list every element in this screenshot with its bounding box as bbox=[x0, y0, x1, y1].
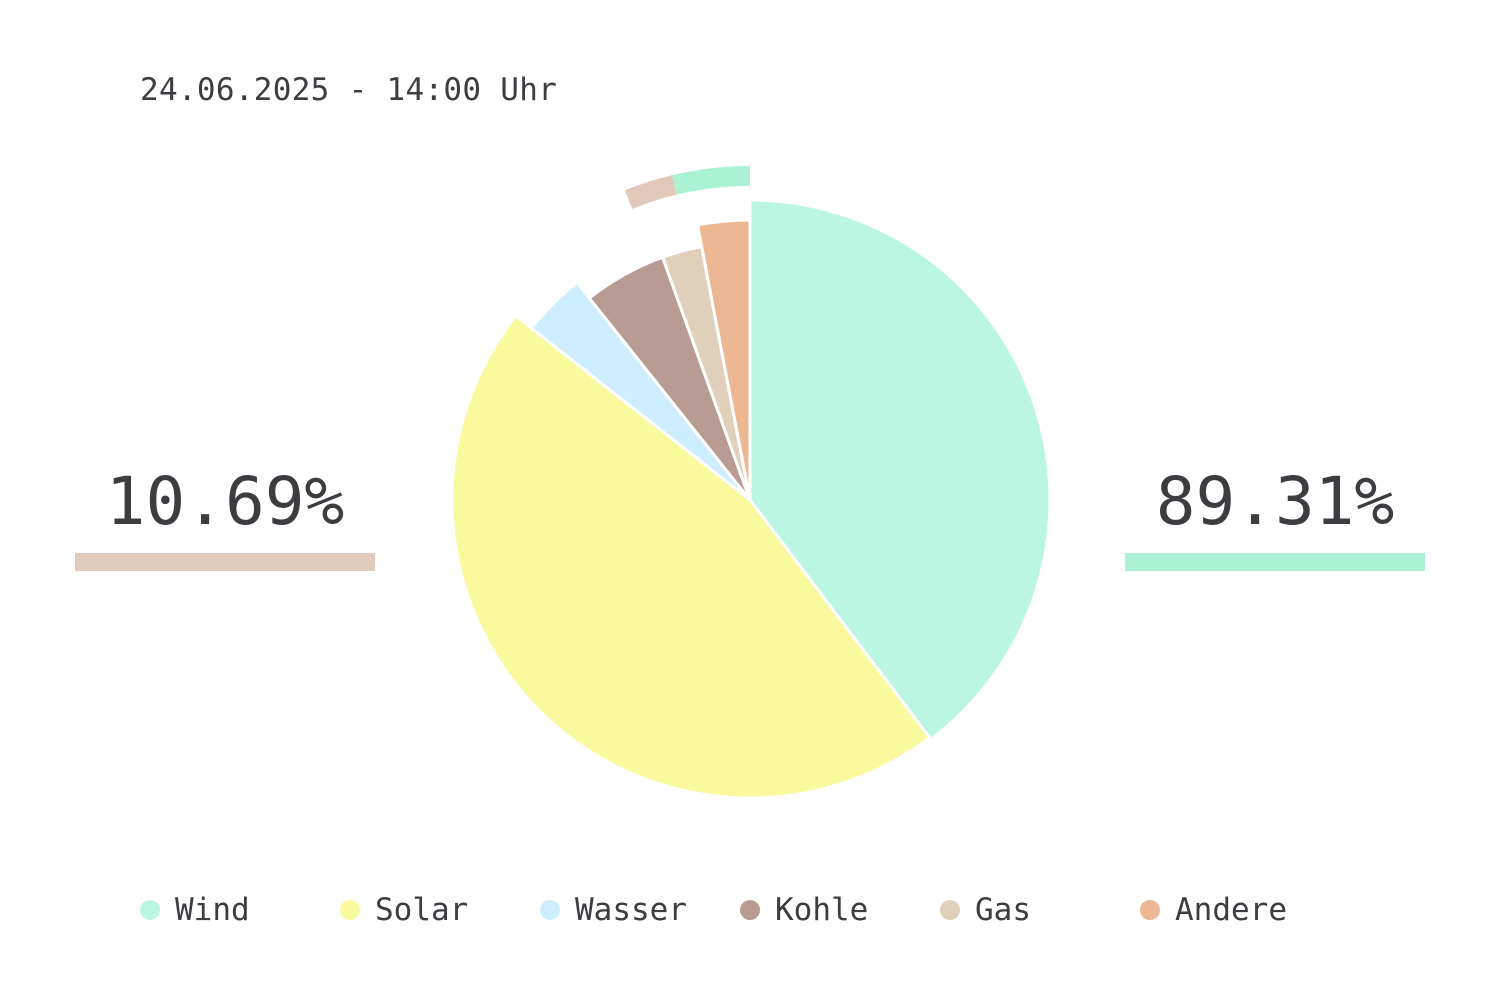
pie-slice-wasser bbox=[529, 280, 752, 502]
legend-label: Andere bbox=[1175, 892, 1287, 928]
legend-swatch bbox=[740, 900, 760, 920]
legend-item-kohle: Kohle bbox=[740, 892, 868, 928]
non-renewable-percentage: 10.69% bbox=[105, 463, 345, 540]
outer-ring-renewable bbox=[672, 166, 751, 195]
legend-item-wasser: Wasser bbox=[540, 892, 687, 928]
pie-slice-solar bbox=[450, 314, 932, 800]
non-renewable-bar bbox=[75, 553, 375, 571]
legend-label: Solar bbox=[375, 892, 469, 928]
legend-label: Kohle bbox=[775, 892, 869, 928]
legend-swatch bbox=[1140, 900, 1160, 920]
outer-ring-non-renewable bbox=[624, 175, 677, 209]
timestamp: 24.06.2025 - 14:00 Uhr bbox=[140, 72, 558, 108]
legend-label: Wind bbox=[175, 892, 250, 928]
legend-item-solar: Solar bbox=[340, 892, 468, 928]
legend-item-andere: Andere bbox=[1140, 892, 1287, 928]
legend-item-gas: Gas bbox=[940, 892, 1031, 928]
legend-swatch bbox=[540, 900, 560, 920]
pie-slice-andere bbox=[696, 218, 752, 502]
pie-slice-wind bbox=[748, 198, 1052, 741]
legend-swatch bbox=[140, 900, 160, 920]
legend-item-wind: Wind bbox=[140, 892, 250, 928]
renewable-bar bbox=[1125, 553, 1425, 571]
legend-label: Wasser bbox=[575, 892, 687, 928]
legend-swatch bbox=[940, 900, 960, 920]
legend-swatch bbox=[340, 900, 360, 920]
legend-label: Gas bbox=[975, 892, 1031, 928]
renewable-percentage: 89.31% bbox=[1155, 463, 1395, 540]
